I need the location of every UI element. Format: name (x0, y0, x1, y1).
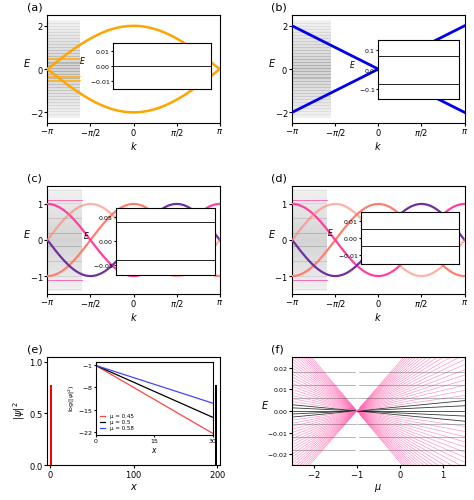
Y-axis label: $E$: $E$ (268, 57, 276, 69)
Y-axis label: $|\psi|^2$: $|\psi|^2$ (11, 402, 27, 420)
X-axis label: $k$: $k$ (129, 310, 137, 322)
X-axis label: $\mu$: $\mu$ (374, 482, 383, 494)
X-axis label: $k$: $k$ (374, 310, 383, 322)
Text: (b): (b) (272, 3, 287, 13)
Y-axis label: $E$: $E$ (261, 399, 269, 411)
Text: (e): (e) (27, 344, 42, 354)
Text: (d): (d) (272, 174, 287, 184)
Text: (c): (c) (27, 174, 42, 184)
X-axis label: $k$: $k$ (374, 140, 383, 151)
X-axis label: $x$: $x$ (129, 482, 137, 492)
Text: (a): (a) (27, 3, 42, 13)
X-axis label: $k$: $k$ (129, 140, 137, 151)
Y-axis label: $E$: $E$ (23, 228, 31, 240)
Bar (50, 384, 52, 465)
Y-axis label: $E$: $E$ (23, 57, 31, 69)
Y-axis label: $E$: $E$ (268, 228, 276, 240)
Text: (f): (f) (272, 344, 284, 354)
Bar (215, 384, 218, 465)
